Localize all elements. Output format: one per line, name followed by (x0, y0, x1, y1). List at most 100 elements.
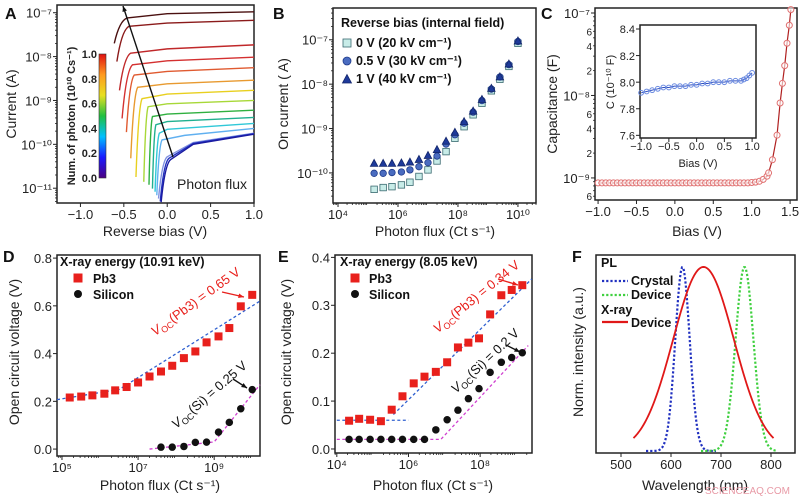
d-legend-marker-0 (73, 273, 83, 283)
a-y-label: Current (A) (3, 69, 19, 138)
d-voc-annotation-1: VOC(Si) = 0.25 V (168, 358, 251, 433)
d-point-0-4 (111, 386, 120, 395)
e-point-1-13 (486, 368, 494, 377)
e-x-tick-label: 10⁴ (327, 457, 347, 472)
d-point-1-6 (225, 418, 234, 427)
c-x-tick-label: 0.0 (666, 204, 684, 219)
e-point-0-9 (443, 358, 452, 367)
b-y-label: On current ( A) (275, 58, 291, 150)
a-x-label: Reverse bias (V) (103, 223, 207, 239)
e-point-0-6 (409, 379, 418, 388)
b-point-0-8 (442, 147, 450, 156)
e-voc-annotation-1: VOC(Si) = 0.2 V (448, 325, 524, 397)
c-point-53 (787, 6, 795, 14)
c-inset-x-tick-label: −1.0 (630, 141, 652, 153)
e-point-0-8 (431, 367, 440, 376)
e-legend-title: X-ray energy (8.05 keV) (340, 255, 478, 269)
b-point-0-6 (424, 166, 432, 174)
e-point-1-12 (475, 384, 483, 393)
b-point-2-4 (405, 157, 415, 166)
e-point-1-4 (387, 435, 396, 444)
b-point-1-5 (415, 163, 423, 171)
e-legend-silicon: Silicon (369, 288, 410, 302)
c-inset-point-16 (727, 77, 733, 84)
a-curve-1 (116, 19, 255, 62)
colorbar (98, 53, 107, 179)
d-y-tick-label: 0.8 (34, 251, 52, 266)
d-point-0-12 (202, 338, 211, 347)
e-point-0-3 (376, 417, 385, 426)
d-point-0-6 (134, 378, 143, 387)
d-point-0-7 (145, 372, 154, 381)
d-point-0-11 (191, 347, 200, 356)
c-inset-point-0 (638, 89, 645, 96)
a-curve-4 (125, 66, 255, 133)
d-point-1-4 (202, 438, 211, 446)
b-point-2-3 (396, 158, 406, 167)
d-x-tick-label: 10⁷ (128, 460, 147, 475)
d-point-0-2 (88, 391, 97, 400)
e-point-0-0 (345, 416, 354, 425)
a-y-tick-label: 10⁻⁸ (25, 50, 52, 65)
b-point-1-3 (397, 168, 406, 176)
a-curve-0 (113, 11, 255, 44)
b-legend-2: 1 V (40 kV cm⁻¹) (356, 72, 452, 86)
a-curve-11 (156, 127, 255, 196)
e-point-1-9 (443, 416, 451, 424)
d-voc-arrow-0-head (238, 293, 244, 299)
f-axes: 500 600 700 800 (595, 254, 796, 472)
c-inset-y-tick-label: 7.6 (620, 131, 635, 143)
d-point-1-3 (191, 438, 200, 447)
a-photon-flux-arrow-head (122, 6, 127, 12)
b-point-2-10 (459, 116, 469, 126)
a-curve-7 (143, 99, 255, 182)
e-fit-line-0-1 (392, 278, 533, 415)
c-inset-y-tick-label: 8.4 (620, 24, 635, 36)
a-x-tick-label: −1.0 (68, 207, 94, 222)
c-minor-y-tick-label: 6 (586, 192, 592, 203)
b-plot-frame (332, 7, 537, 204)
c-y-tick-label: 10⁻⁷ (564, 6, 590, 21)
c-inset-point-13 (710, 79, 717, 86)
e-x-label: Photon flux (Ct s⁻¹) (373, 477, 493, 493)
d-point-0-16 (248, 290, 257, 299)
panel-label-d: D (3, 249, 15, 266)
d-point-1-7 (237, 404, 245, 413)
d-point-0-13 (214, 332, 223, 341)
f-x-tick-label: 500 (610, 457, 632, 472)
b-y-tick-label: 10⁻¹⁰ (297, 166, 328, 181)
b-x-tick-label: 10⁴ (328, 207, 348, 222)
c-point-48 (776, 99, 784, 107)
b-x-tick-label: 10¹⁰ (506, 207, 530, 222)
panel-label-c: C (541, 6, 553, 23)
watermark: SCIENCEAQ.COM (705, 486, 790, 497)
b-legend-marker-0 (342, 38, 352, 48)
b-point-0-3 (397, 181, 406, 189)
c-inset-x-label: Bias (V) (678, 158, 717, 170)
e-legend-marker-1 (351, 290, 359, 298)
d-point-1-1 (168, 443, 176, 451)
d-y-tick-label: 0.4 (34, 347, 52, 362)
d-point-0-9 (168, 361, 177, 370)
d-point-0-15 (236, 302, 245, 311)
f-legend-pl-device: Device (631, 288, 671, 302)
c-x-tick-label: −1.0 (585, 204, 611, 219)
b-x-label: Photon flux (Ct s⁻¹) (375, 223, 495, 239)
panel-label-a: A (5, 6, 17, 23)
f-curve-1 (700, 266, 777, 453)
d-point-0-3 (100, 389, 109, 398)
d-point-1-5 (214, 428, 223, 436)
b-point-2-16 (513, 36, 523, 45)
a-curve-2 (118, 44, 255, 91)
b-point-2-6 (423, 150, 433, 159)
c-inset-x-tick-label: 1.0 (744, 141, 759, 153)
c-inset-point-22 (749, 69, 756, 76)
a-curve-5 (130, 79, 255, 159)
a-curve-10 (154, 122, 255, 192)
c-x-tick-label: −0.5 (624, 204, 650, 219)
d-legend-silicon: Silicon (93, 288, 134, 302)
a-y-tick-label: 10⁻⁷ (26, 6, 52, 21)
c-inset-point-11 (699, 80, 706, 87)
a-y-tick-label: 10⁻¹¹ (22, 181, 53, 196)
e-x-tick-label: 10⁸ (470, 457, 490, 472)
